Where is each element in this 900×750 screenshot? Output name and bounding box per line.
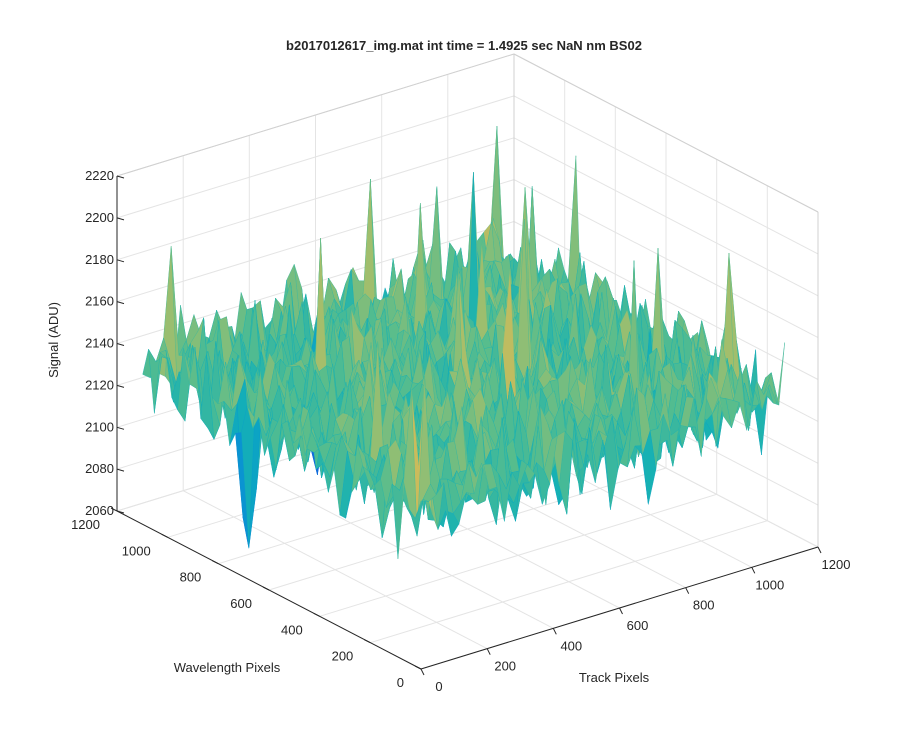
chart-title: b2017012617_img.mat int time = 1.4925 se… [286,38,642,53]
z-tick-label: 2180 [85,252,114,267]
z-tick-label: 2160 [85,294,114,309]
x-tick-label: 400 [560,638,582,653]
z-tick-label: 2140 [85,336,114,351]
z-tick [116,426,125,430]
x-tick [685,587,690,594]
surface-plot [142,126,785,559]
z-axis-label: Signal (ADU) [46,302,61,378]
surface-patch [415,499,429,519]
z-tick [116,301,125,305]
z-tick [116,343,125,346]
x-tick [751,567,756,574]
axis-ticks: 0 200 400 600 800 1000 1200 0 200 400 600 800 1000 12… [71,168,850,694]
y-tick-label: 800 [180,570,202,585]
x-tick [619,607,623,615]
wall-grid-line-z [513,179,819,339]
x-tick [420,668,425,676]
y-tick-label: 400 [281,622,303,637]
x-tick [817,546,822,554]
x-tick [552,628,557,635]
box-edge [116,53,515,177]
x-tick [486,648,491,655]
y-tick-label: 200 [332,649,354,664]
z-tick-label: 2060 [85,503,114,518]
wall-grid-line-z [513,221,819,380]
y-tick [110,507,118,512]
y-axis-label: Wavelength Pixels [174,660,281,675]
floor-grid-line-y [268,467,667,591]
z-tick-label: 2200 [85,210,114,225]
box-edge [513,53,819,213]
y-tick [364,639,371,644]
wall-grid-line-z [116,137,515,261]
wall-grid-line-z [116,179,515,303]
y-tick-label: 1200 [71,517,100,532]
y-tick-label: 0 [397,675,404,690]
y-tick-label: 1000 [122,543,151,558]
z-tick [116,384,125,388]
z-tick-label: 2080 [85,461,114,476]
floor-grid-line-y [319,493,717,617]
wall-grid-line-z [513,137,819,297]
x-tick-label: 800 [693,598,715,613]
y-tick [262,586,270,591]
x-tick-label: 0 [435,679,442,694]
x-tick-label: 1000 [755,577,784,592]
z-tick-label: 2100 [85,419,114,434]
y-tick [161,533,168,538]
y-tick [313,612,320,617]
x-tick-label: 1200 [822,557,851,572]
z-tick [116,259,125,263]
z-tick-label: 2120 [85,377,114,392]
y-tick [414,665,422,670]
y-tick [212,560,219,565]
wall-grid-line-z [116,95,515,219]
y-tick-label: 600 [230,596,252,611]
floor-grid-line-y [370,520,768,644]
z-tick [116,468,125,472]
z-tick [116,175,125,179]
wall-grid-line-z [513,95,819,255]
x-tick-label: 600 [627,618,649,633]
z-tick [116,510,125,514]
x-tick-label: 200 [494,659,516,674]
z-tick [116,217,125,221]
x-axis-label: Track Pixels [579,670,650,685]
z-tick-label: 2220 [85,168,114,183]
